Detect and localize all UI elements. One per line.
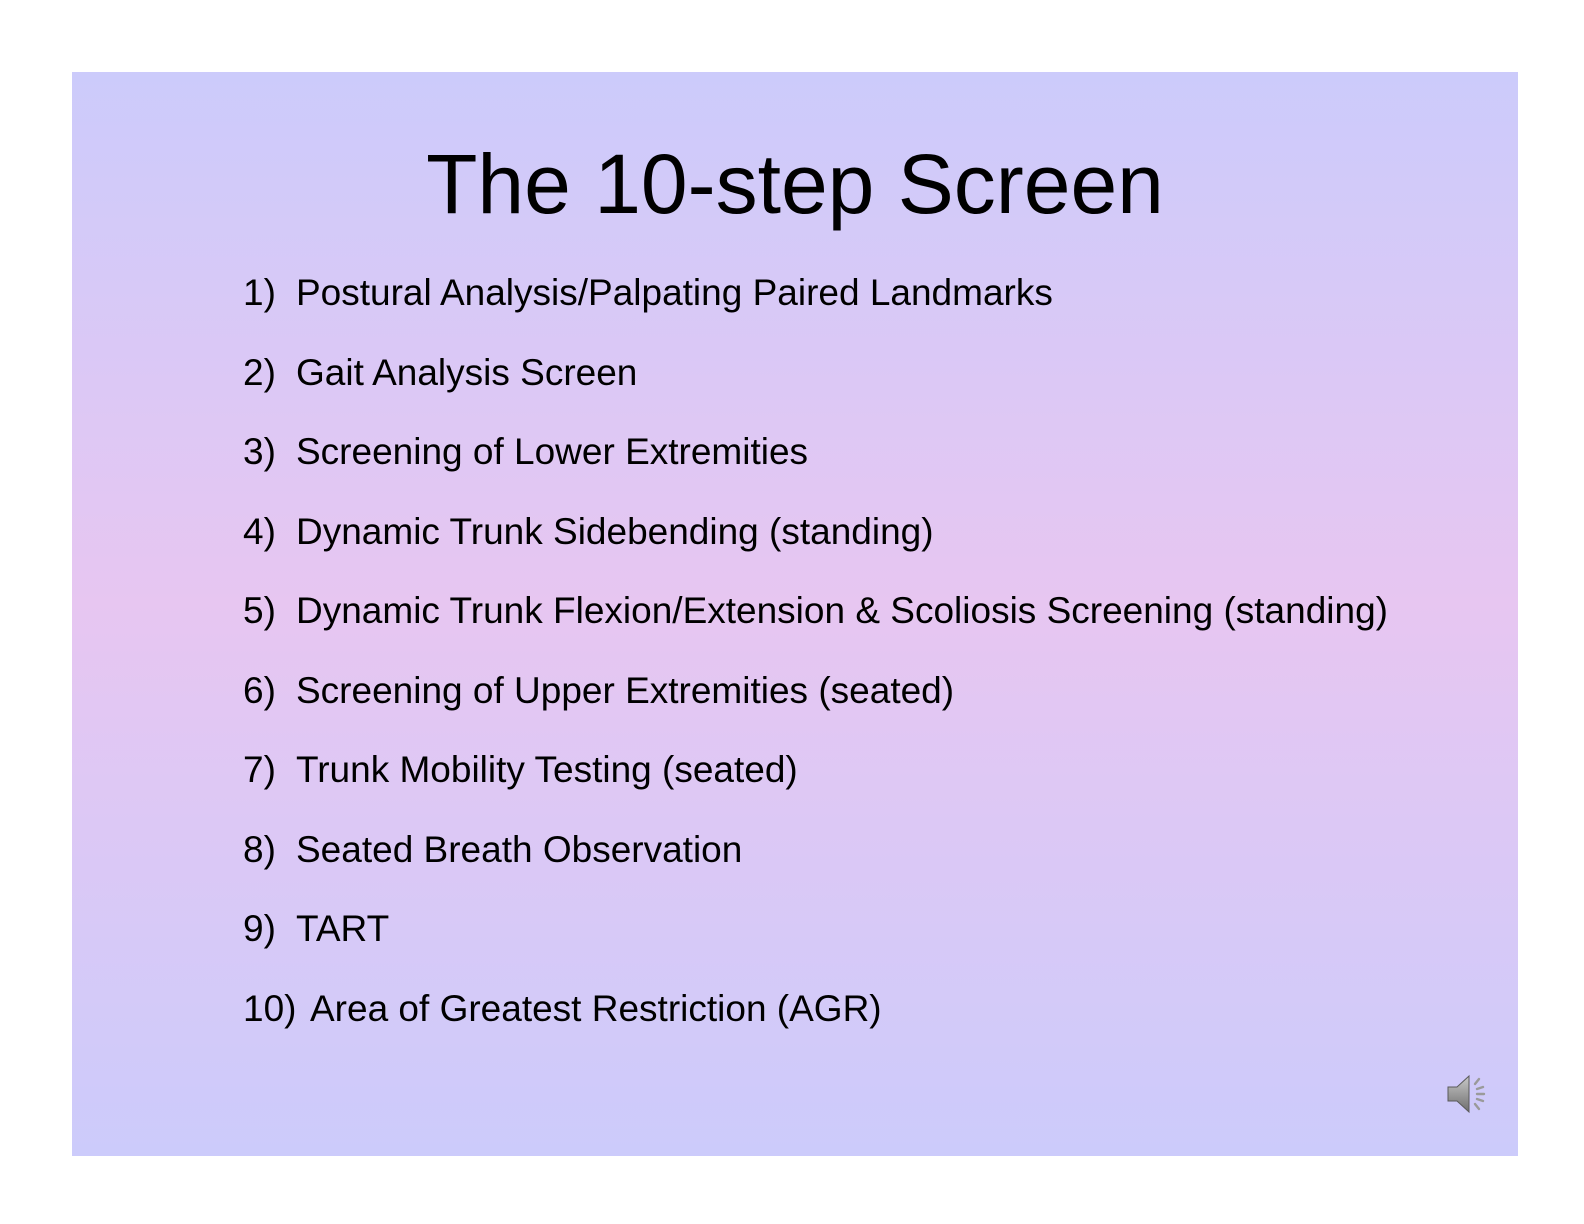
list-item: 7) Trunk Mobility Testing (seated) (243, 730, 1403, 810)
list-item-text: Dynamic Trunk Sidebending (standing) (296, 510, 934, 552)
slide-title: The 10-step Screen (426, 137, 1164, 231)
slide: The 10-step Screen 1) Postural Analysis/… (72, 72, 1518, 1156)
list-item-text: Screening of Upper Extremities (seated) (296, 669, 955, 711)
list-item-number: 10) (243, 987, 297, 1029)
list-item-text: Screening of Lower Extremities (296, 431, 809, 472)
list-item-text: TART (296, 908, 390, 949)
list-item: 10) Area of Greatest Restriction (AGR) (243, 969, 1403, 1049)
list-item-number: 1) (243, 272, 276, 313)
step-list: 1) Postural Analysis/Palpating Paired La… (243, 253, 1403, 1048)
list-item: 3) Screening of Lower Extremities (243, 412, 1403, 492)
list-item-text: Postural Analysis/Palpating Paired Landm… (296, 272, 1053, 313)
list-item-text: Trunk Mobility Testing (seated) (296, 749, 798, 790)
list-item: 2) Gait Analysis Screen (243, 333, 1403, 413)
list-item-number: 4) (243, 510, 276, 552)
list-item: 9) TART (243, 889, 1403, 969)
list-item: 1) Postural Analysis/Palpating Paired La… (243, 253, 1403, 333)
list-item-number: 9) (243, 908, 276, 949)
list-item-number: 5) (243, 590, 276, 631)
list-item-number: 7) (243, 749, 276, 790)
list-item: 4) Dynamic Trunk Sidebending (standing) (243, 492, 1403, 572)
list-item-number: 8) (243, 828, 276, 870)
list-item: 8) Seated Breath Observation (243, 810, 1403, 890)
list-item-number: 6) (243, 669, 276, 711)
list-item-text: Area of Greatest Restriction (AGR) (310, 987, 882, 1029)
list-item: 6) Screening of Upper Extremities (seate… (243, 651, 1403, 731)
list-item-text: Gait Analysis Screen (296, 351, 638, 393)
list-item-text: Dynamic Trunk Flexion/Extension & Scolio… (296, 590, 1388, 631)
speaker-icon[interactable] (1444, 1070, 1492, 1118)
list-item-number: 3) (243, 431, 276, 472)
list-item-text: Seated Breath Observation (296, 828, 743, 870)
list-item: 5) Dynamic Trunk Flexion/Extension & Sco… (243, 571, 1403, 651)
list-item-number: 2) (243, 351, 276, 393)
